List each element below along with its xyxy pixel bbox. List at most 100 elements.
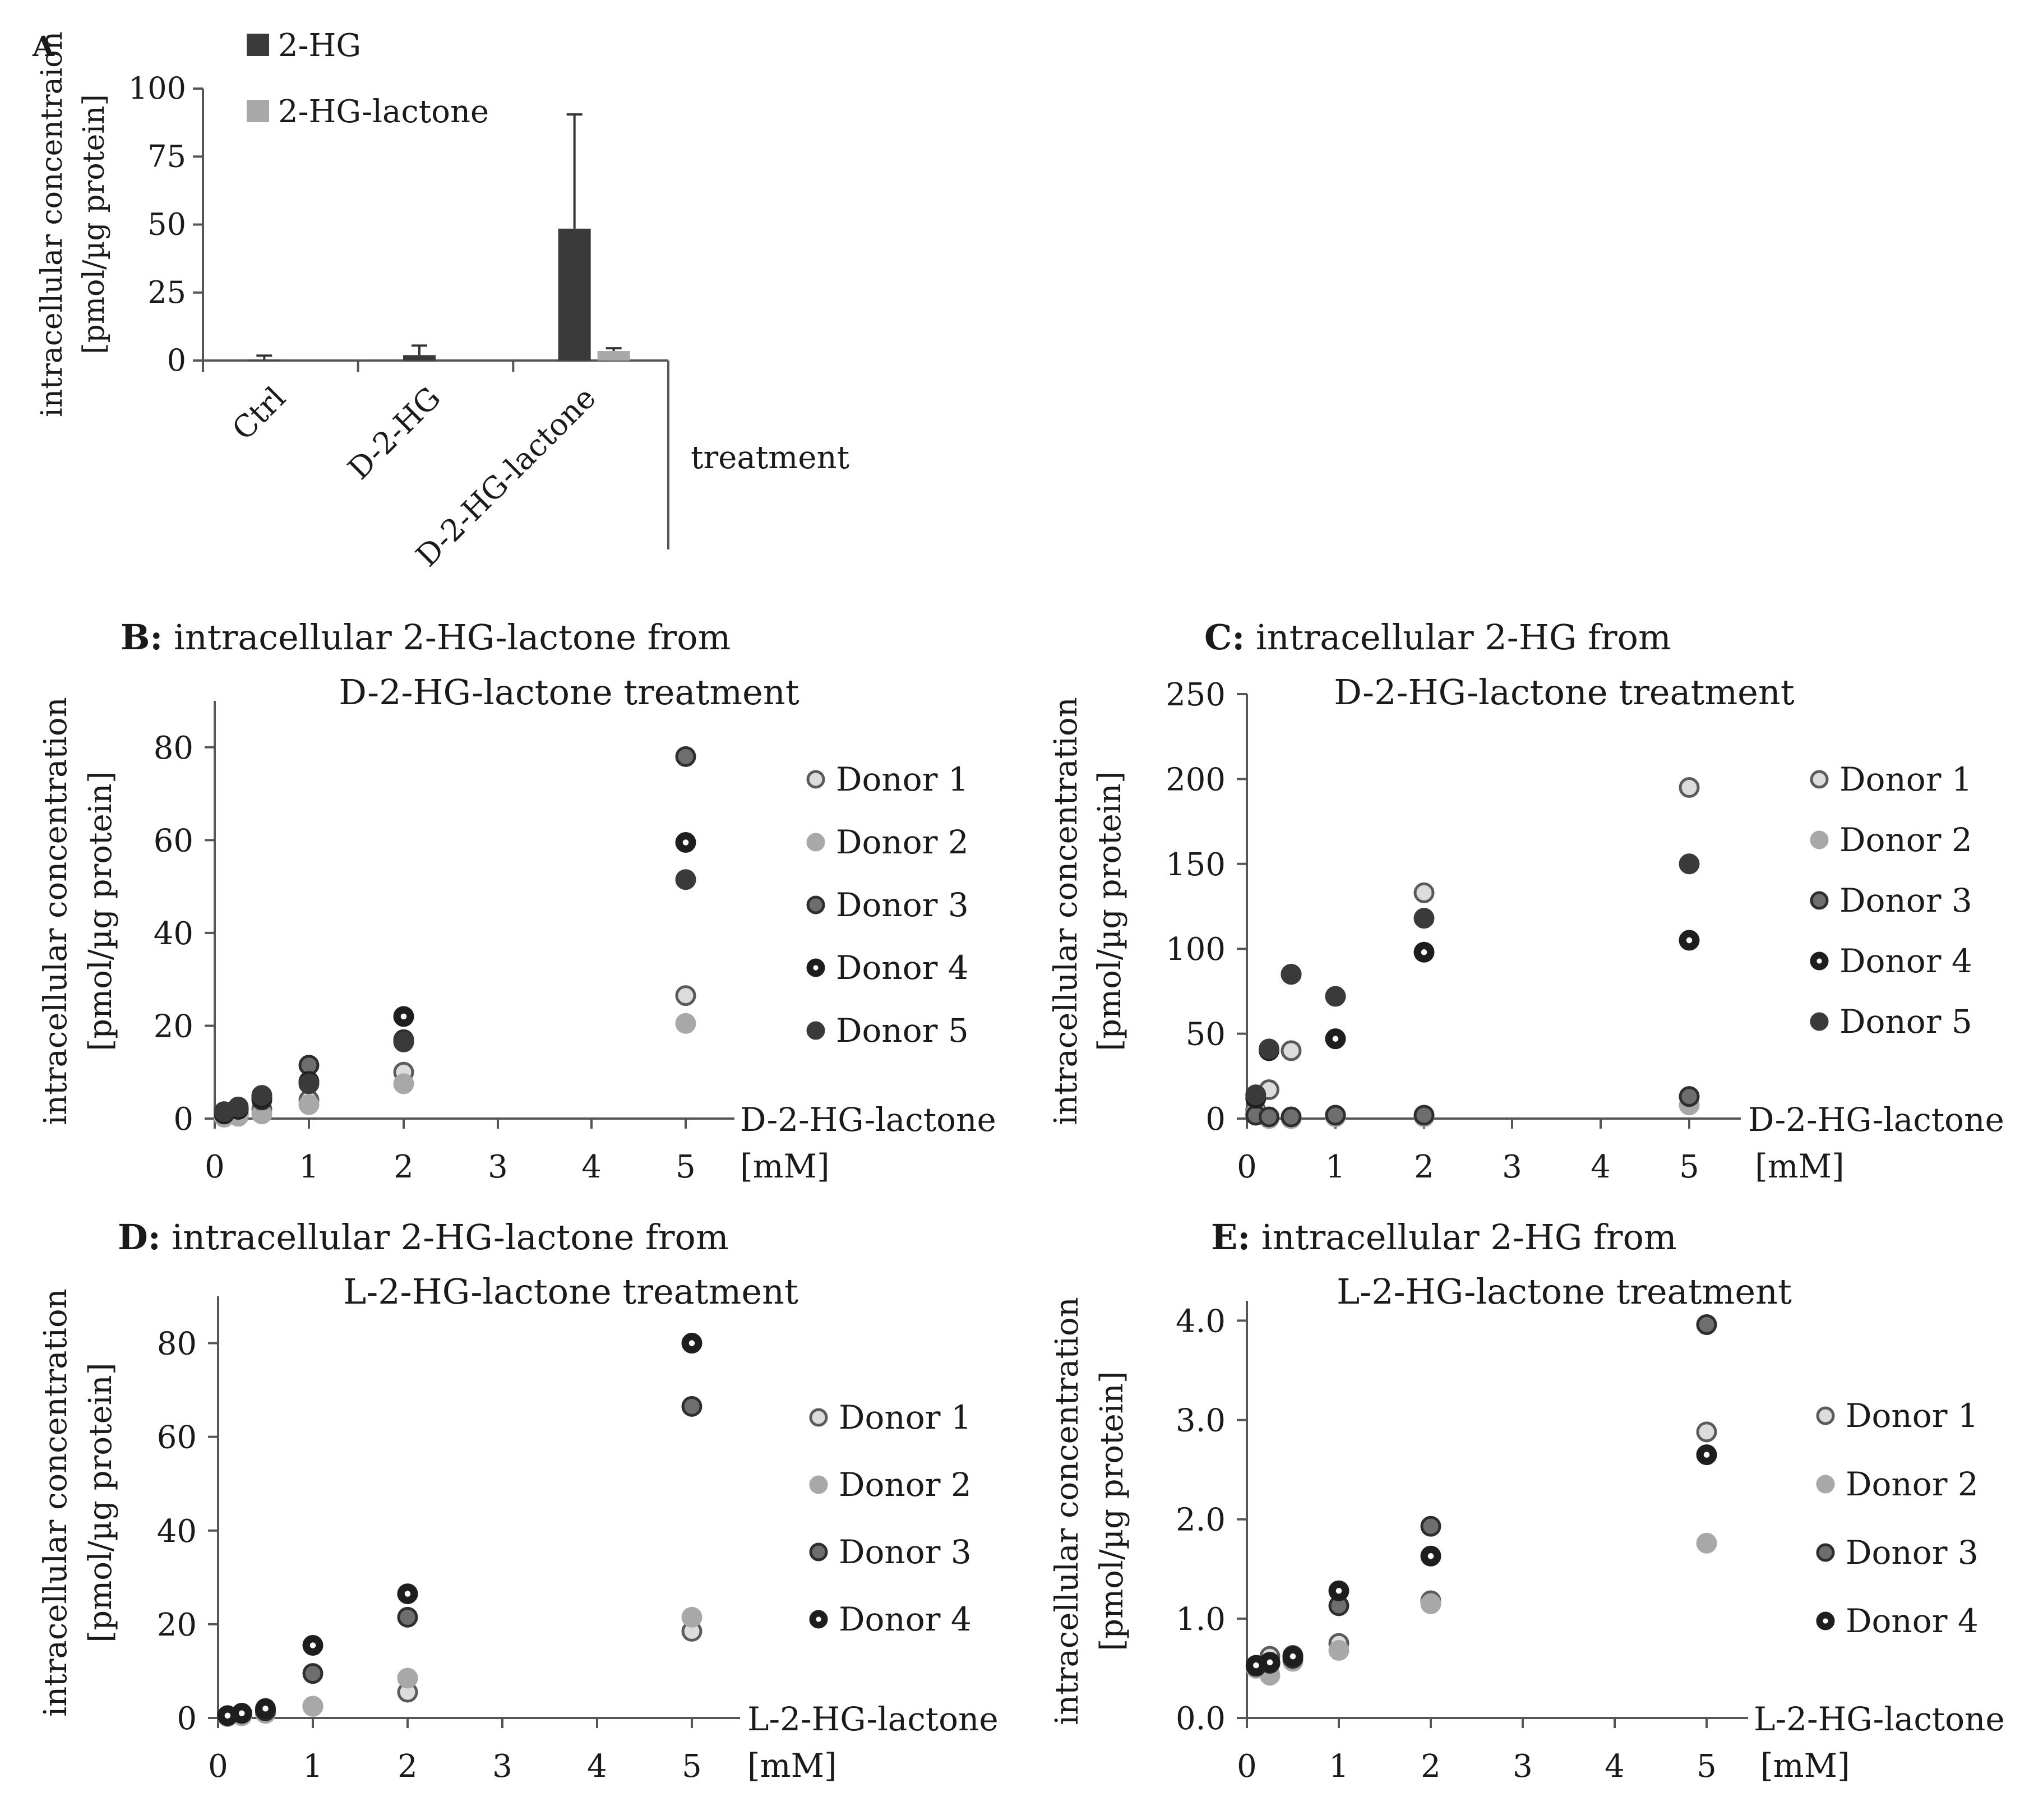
panel-label: B: — [121, 617, 163, 658]
y-axis-title: intracellular concentration — [1049, 1297, 1085, 1725]
series-donor-1 — [1245, 1421, 1717, 1677]
y-tick-label: 0 — [173, 1101, 193, 1138]
y-tick-label: 3.0 — [1176, 1403, 1226, 1439]
data-point — [681, 1396, 702, 1417]
legend-label: Donor 2 — [1839, 821, 1972, 859]
data-point-center — [1289, 1653, 1296, 1660]
data-point — [1679, 853, 1700, 875]
panel-c: C: intracellular 2-HG from D-2-HG-lactone… — [1048, 617, 2004, 1185]
data-point — [1413, 1105, 1435, 1126]
data-point — [1328, 1640, 1349, 1661]
series-donor-3 — [214, 746, 696, 1125]
bar-2-HG-D-2-HG-lactone — [558, 228, 591, 361]
y-axis-title: intracellular concentraion — [35, 31, 69, 417]
panel-title-line-2: D-2-HG-lactone treatment — [1334, 672, 1795, 713]
legend-label: Donor 4 — [1846, 1602, 1979, 1640]
panel-title-line-1: intracellular 2-HG-lactone from — [163, 617, 731, 658]
x-tick-label: 5 — [1679, 1149, 1699, 1185]
panel-label: A — [32, 30, 55, 63]
data-point — [1325, 1105, 1346, 1126]
panel-title-line-1: intracellular 2-HG from — [1250, 1217, 1677, 1258]
legend-marker — [809, 1408, 828, 1427]
y-tick-label: 60 — [154, 823, 193, 859]
y-tick-label: 1.0 — [1176, 1601, 1226, 1638]
data-point — [1281, 1106, 1302, 1128]
bar-2-HG-lactone-D-2-HG-lactone — [597, 351, 630, 361]
legend-label: Donor 3 — [836, 886, 969, 924]
category-label: Ctrl — [225, 380, 293, 447]
series-donor-3 — [1245, 1086, 1700, 1128]
series-donor-4 — [217, 1333, 702, 1726]
data-point — [675, 1013, 696, 1034]
y-tick-label: 80 — [154, 730, 193, 766]
data-point-center — [1267, 1659, 1273, 1666]
y-tick-label: 0.0 — [1176, 1701, 1226, 1737]
legend-marker — [806, 833, 825, 852]
legend-marker — [1816, 1406, 1835, 1425]
legend-marker-center — [1816, 958, 1822, 964]
x-tick-label: 4 — [1605, 1748, 1625, 1785]
legend-swatch — [247, 34, 269, 56]
panel-title-line-2: L-2-HG-lactone treatment — [1337, 1271, 1792, 1312]
y-axis-title: [pmol/µg protein] — [1092, 771, 1128, 1051]
data-point — [1413, 908, 1435, 929]
x-axis-title: D-2-HG-lactone — [1748, 1101, 2004, 1139]
data-point-center — [400, 1013, 407, 1020]
data-point-center — [238, 1710, 245, 1716]
legend-label: Donor 4 — [1839, 942, 1972, 980]
x-tick-label: 1 — [1329, 1748, 1349, 1785]
y-tick-label: 20 — [157, 1607, 197, 1643]
data-point-center — [404, 1591, 411, 1597]
legend-marker — [1810, 1012, 1829, 1031]
panel-b: B: intracellular 2-HG-lactone from D-2-HG… — [38, 617, 996, 1185]
data-point-center — [682, 839, 689, 846]
data-point-center — [1332, 1036, 1339, 1042]
data-point-center — [1427, 1553, 1434, 1559]
y-tick-label: 50 — [147, 207, 186, 242]
x-tick-label: 2 — [1421, 1748, 1441, 1785]
legend-marker — [1810, 891, 1829, 910]
data-point — [1420, 1516, 1441, 1537]
y-tick-label: 25 — [147, 275, 186, 310]
y-tick-label: 2.0 — [1176, 1502, 1226, 1539]
x-tick-label: 3 — [488, 1149, 508, 1185]
legend-swatch — [247, 100, 269, 122]
legend-label: Donor 5 — [836, 1011, 969, 1050]
data-point — [298, 1094, 320, 1115]
y-tick-label: 100 — [128, 71, 186, 106]
series-donor-4 — [214, 832, 696, 1125]
data-point — [1281, 964, 1302, 985]
y-tick-label: 50 — [1186, 1017, 1226, 1053]
y-tick-label: 80 — [157, 1326, 197, 1362]
x-tick-label: 5 — [682, 1748, 702, 1785]
legend-marker — [809, 1542, 828, 1562]
data-point-center — [1686, 937, 1693, 944]
legend-marker — [809, 1475, 828, 1494]
legend-label: Donor 1 — [1839, 760, 1972, 798]
y-tick-label: 4.0 — [1176, 1303, 1226, 1339]
data-point — [1413, 882, 1435, 903]
panel-title: D: intracellular 2-HG-lactone from — [118, 1217, 729, 1258]
y-tick-label: 75 — [147, 138, 186, 174]
data-point — [675, 746, 696, 767]
data-point — [681, 1606, 702, 1628]
data-point — [1679, 777, 1700, 798]
y-axis-title: intracellular concentration — [38, 697, 74, 1125]
category-label: D-2-HG — [341, 380, 447, 487]
panel-title-line-1: intracellular 2-HG-lactone from — [161, 1217, 729, 1258]
series-donor-1 — [217, 1620, 702, 1727]
panel-title-line-1: intracellular 2-HG from — [1245, 617, 1671, 658]
data-point — [1679, 1086, 1700, 1107]
panel-d: D: intracellular 2-HG-lactone from L-2-HG… — [38, 1217, 999, 1785]
panel-label: C: — [1204, 617, 1245, 658]
data-point — [302, 1663, 323, 1684]
y-tick-label: 0 — [1205, 1101, 1226, 1138]
data-point — [675, 985, 696, 1006]
y-axis-title: [pmol/µg protein] — [82, 771, 119, 1051]
panel-title-line-2: L-2-HG-lactone treatment — [343, 1271, 798, 1312]
series-donor-5 — [214, 869, 696, 1123]
data-point — [228, 1096, 249, 1117]
data-point — [1259, 1038, 1279, 1060]
